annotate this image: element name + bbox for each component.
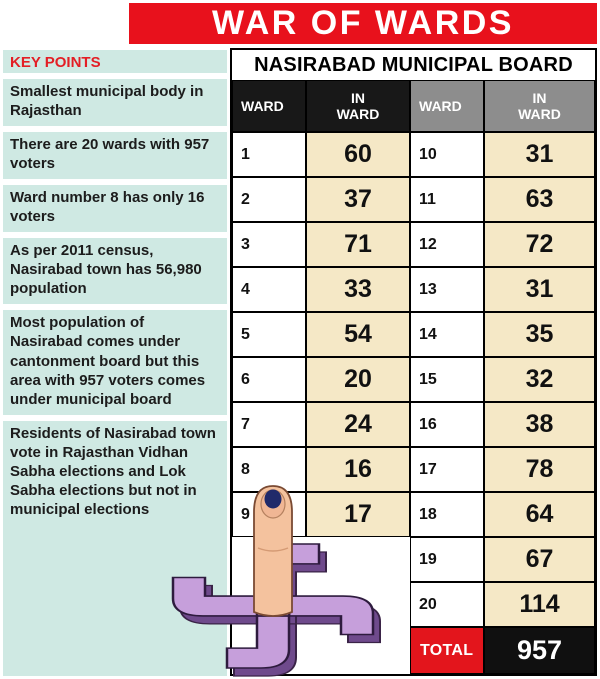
col-header-ward-right: WARD [410,80,484,132]
banner: WAR OF WARDS [129,3,597,44]
col-header-inward-right: IN WARD [484,80,595,132]
ward-number-cell: 19 [410,537,484,582]
ward-voters-cell: 54 [306,312,410,357]
key-points-panel: KEY POINTS Smallest municipal body in Ra… [3,50,227,676]
empty-cell [232,537,306,582]
ward-number-cell: 12 [410,222,484,267]
ward-number-cell: 14 [410,312,484,357]
ward-number-cell: 15 [410,357,484,402]
ward-voters-cell: 31 [484,132,595,177]
ward-voters-cell: 33 [306,267,410,312]
key-points-heading: KEY POINTS [3,50,227,73]
ward-voters-cell: 20 [306,357,410,402]
ward-voters-cell: 37 [306,177,410,222]
ward-voters-cell: 31 [484,267,595,312]
key-point-item: Smallest municipal body in Rajasthan [3,79,227,127]
table-grid: WARD IN WARD WARD IN WARD 1 60 10 31 2 3… [232,80,595,674]
ward-number-cell: 1 [232,132,306,177]
ward-number-cell: 17 [410,447,484,492]
ward-voters-cell: 35 [484,312,595,357]
col-header-inward-left: IN WARD [306,80,410,132]
ward-voters-cell: 38 [484,402,595,447]
ward-voters-cell: 71 [306,222,410,267]
ward-number-cell: 9 [232,492,306,537]
ward-number-cell: 8 [232,447,306,492]
key-point-item: There are 20 wards with 957 voters [3,132,227,180]
ward-number-cell: 13 [410,267,484,312]
ward-voters-cell: 64 [484,492,595,537]
ward-number-cell: 7 [232,402,306,447]
empty-cell [232,627,410,674]
empty-cell [232,582,306,627]
municipal-board-table: NASIRABAD MUNICIPAL BOARD WARD IN WARD W… [230,48,597,676]
ward-voters-cell: 24 [306,402,410,447]
key-point-item: Residents of Nasirabad town vote in Raja… [3,420,227,676]
ward-voters-cell: 17 [306,492,410,537]
banner-title: WAR OF WARDS [212,4,514,42]
ward-number-cell: 4 [232,267,306,312]
key-point-item: Most population of Nasirabad comes under… [3,310,227,415]
ward-number-cell: 3 [232,222,306,267]
ward-voters-cell: 72 [484,222,595,267]
ward-number-cell: 2 [232,177,306,222]
total-label: TOTAL [410,627,484,674]
ward-voters-cell: 67 [484,537,595,582]
total-voters-value: 957 [484,627,595,674]
ward-number-cell: 16 [410,402,484,447]
col-header-ward-left: WARD [232,80,306,132]
empty-cell [306,537,410,582]
table-title: NASIRABAD MUNICIPAL BOARD [254,54,573,76]
ward-voters-cell: 63 [484,177,595,222]
ward-voters-cell: 32 [484,357,595,402]
ward-voters-cell: 60 [306,132,410,177]
ward-number-cell: 18 [410,492,484,537]
ward-voters-cell: 114 [484,582,595,627]
key-point-item: As per 2011 census, Nasirabad town has 5… [3,238,227,305]
empty-cell [306,582,410,627]
ward-number-cell: 10 [410,132,484,177]
ward-voters-cell: 16 [306,447,410,492]
ward-number-cell: 20 [410,582,484,627]
ward-number-cell: 5 [232,312,306,357]
key-point-item: Ward number 8 has only 16 voters [3,185,227,233]
ward-number-cell: 11 [410,177,484,222]
ward-voters-cell: 78 [484,447,595,492]
ward-number-cell: 6 [232,357,306,402]
